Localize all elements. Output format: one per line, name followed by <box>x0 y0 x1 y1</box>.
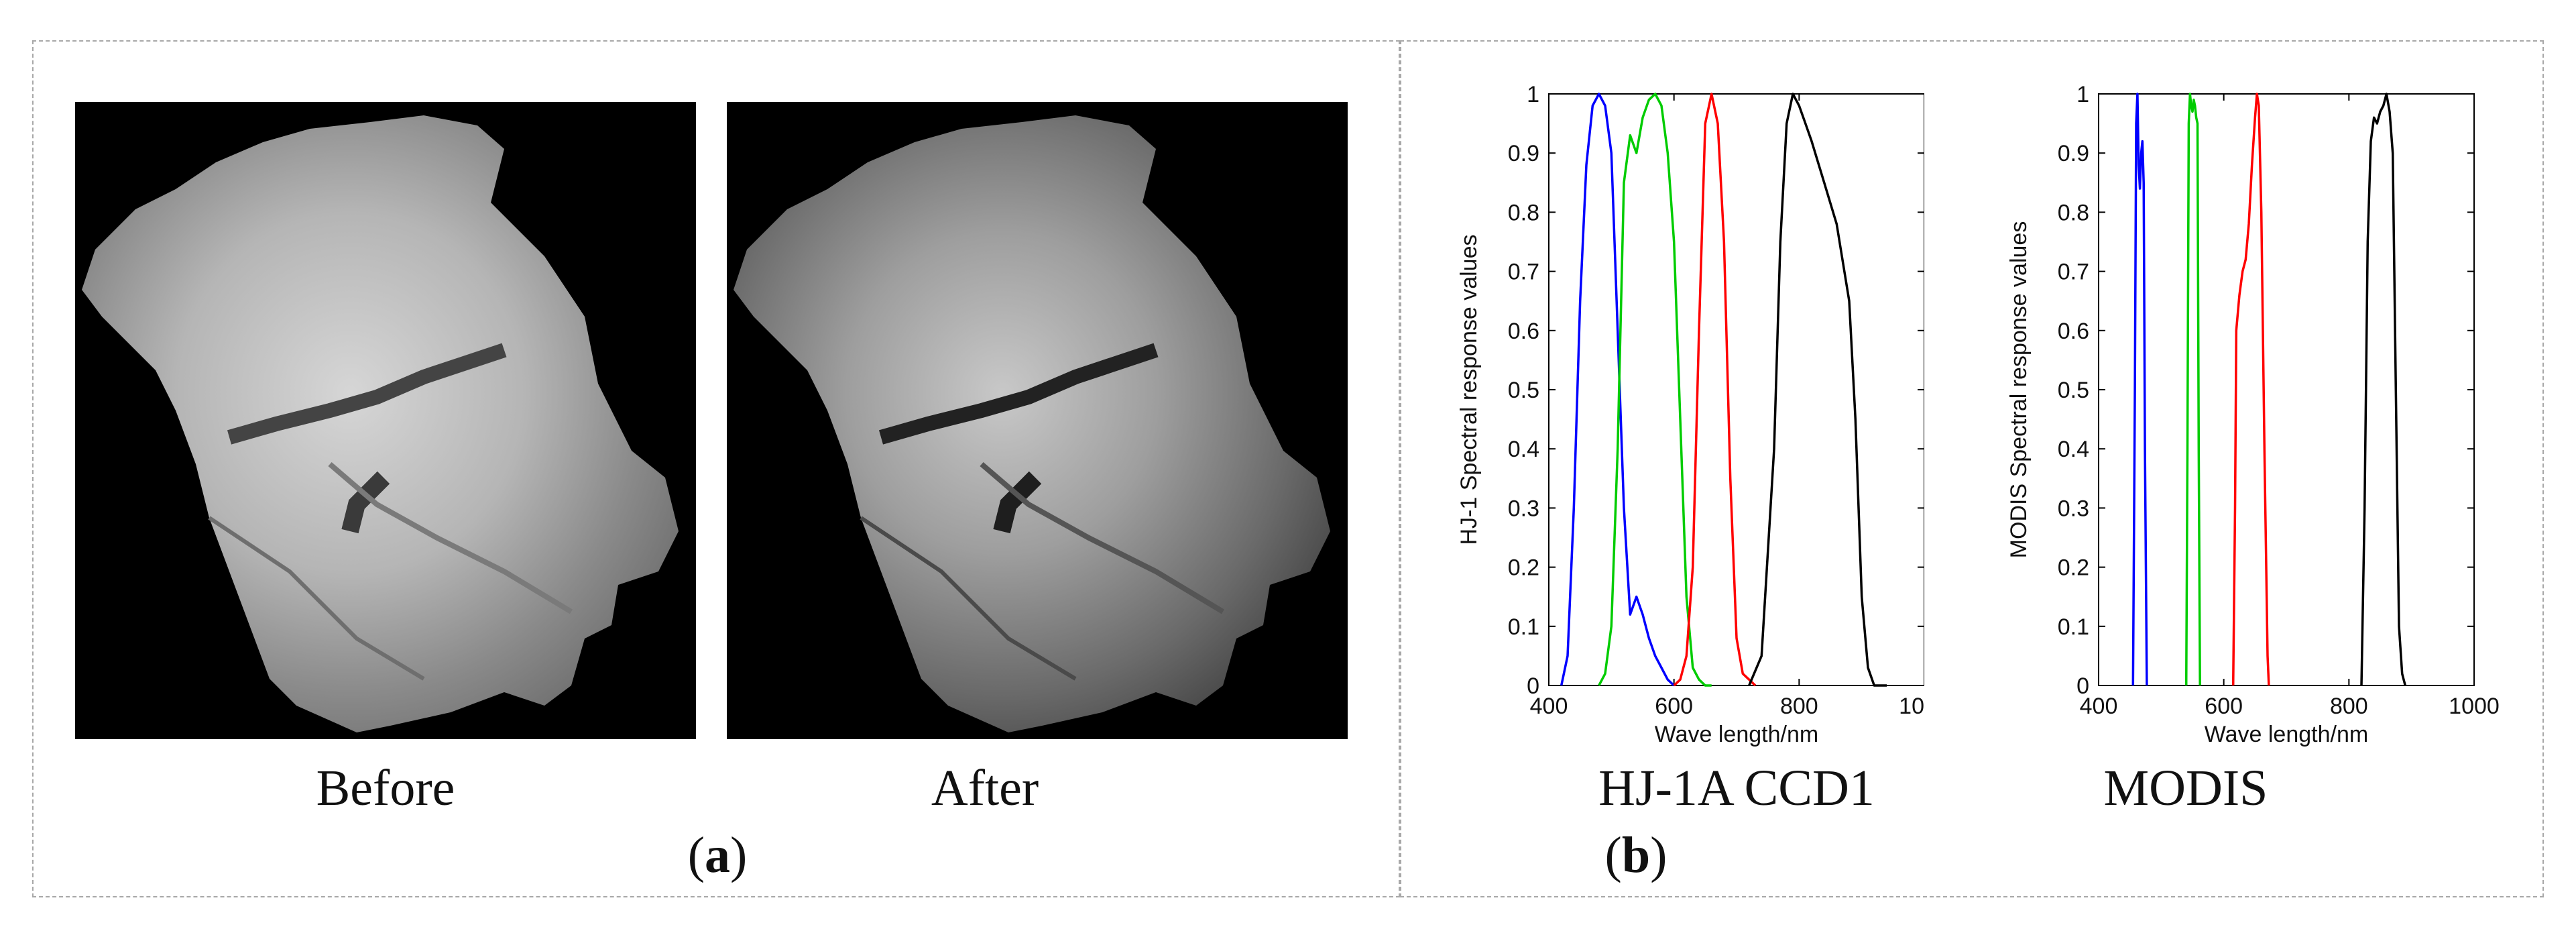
hj1a-plot-frame <box>1548 93 1924 686</box>
modis-y-tick-label: 1 <box>2076 82 2089 107</box>
modis-series-line-1 <box>2184 93 2201 686</box>
hj1a-y-tick-label: 0.4 <box>1508 437 1539 462</box>
modis-x-tick-label: 600 <box>2205 694 2243 719</box>
hj1a-y-axis-label: HJ-1 Spectral response values <box>1456 234 1482 545</box>
modis-y-tick-label: 0.2 <box>2058 555 2089 581</box>
hj1a-series-line-3 <box>1748 93 1887 687</box>
hj1a-series-line-0 <box>1560 93 1675 687</box>
hj1a-y-tick-label: 0.7 <box>1508 260 1539 285</box>
modis-series-line-0 <box>2131 93 2148 686</box>
hj1a-x-axis-label: Wave length/nm <box>1655 722 1818 747</box>
hj1a-y-tick-label: 0.6 <box>1508 319 1539 344</box>
hj1a-series-line-2 <box>1673 93 1757 687</box>
modis-x-tick-label: 1000 <box>2449 694 2500 719</box>
hj1a-y-tick-label: 0.3 <box>1508 496 1539 521</box>
modis-chart: 0 0.1 0.2 0.3 0.4 0.5 0.6 0.7 0.8 0.9 1 400 600 800 10… <box>2006 82 2500 747</box>
hj1a-y-tick-label: 0.1 <box>1508 614 1539 640</box>
hj1a-y-tick-label: 1 <box>1527 82 1539 107</box>
hj1a-series-line-1 <box>1598 93 1712 687</box>
hj1a-x-tick-label: 600 <box>1655 694 1693 719</box>
modis-y-tick-label: 0.6 <box>2058 319 2089 344</box>
modis-y-tick-label: 0 <box>2076 673 2089 699</box>
modis-series-line-2 <box>2231 93 2270 686</box>
panel-a-label: (a) <box>687 827 748 883</box>
before-caption: Before <box>316 760 455 816</box>
panel-a: Before After (a) <box>32 40 1400 897</box>
after-image <box>727 102 1348 739</box>
panel-b: 0 0.1 0.2 0.3 0.4 0.5 0.6 0.7 0.8 0.9 1 400 600 800 10… <box>1400 40 2544 897</box>
modis-caption: MODIS <box>2103 760 2268 816</box>
hj1a-x-tick-label: 400 <box>1530 694 1568 719</box>
modis-y-axis-label: MODIS Spectral response values <box>2006 221 2032 559</box>
hj1a-ccd1-chart: 0 0.1 0.2 0.3 0.4 0.5 0.6 0.7 0.8 0.9 1 400 600 800 10… <box>1456 82 1924 747</box>
panel-b-label: (b) <box>1604 827 1667 883</box>
before-image <box>75 102 696 739</box>
after-caption: After <box>931 760 1039 816</box>
hj1a-y-tick-label: 0.2 <box>1508 555 1539 581</box>
modis-series-line-3 <box>2360 93 2406 686</box>
hj1a-x-tick-label: 800 <box>1780 694 1818 719</box>
modis-y-tick-label: 0.7 <box>2058 260 2089 285</box>
hj1a-y-tick-label: 0.8 <box>1508 200 1539 225</box>
modis-x-tick-label: 800 <box>2330 694 2368 719</box>
hj1a-x-tick-label: 1000 <box>1899 694 1924 719</box>
modis-y-tick-label: 0.1 <box>2058 614 2089 640</box>
modis-x-tick-label: 400 <box>2080 694 2118 719</box>
modis-y-tick-label: 0.3 <box>2058 496 2089 521</box>
modis-y-tick-label: 0.8 <box>2058 200 2089 225</box>
modis-x-axis-label: Wave length/nm <box>2205 722 2368 747</box>
modis-y-tick-label: 0.9 <box>2058 141 2089 166</box>
hj1a-ccd1-caption: HJ-1A CCD1 <box>1598 760 1875 816</box>
hj1a-y-tick-label: 0.5 <box>1508 378 1539 403</box>
modis-y-tick-label: 0.5 <box>2058 378 2089 403</box>
modis-plot-frame <box>2098 93 2475 686</box>
modis-y-tick-label: 0.4 <box>2058 437 2089 462</box>
hj1a-y-tick-label: 0 <box>1527 673 1539 699</box>
hj1a-y-tick-label: 0.9 <box>1508 141 1539 166</box>
